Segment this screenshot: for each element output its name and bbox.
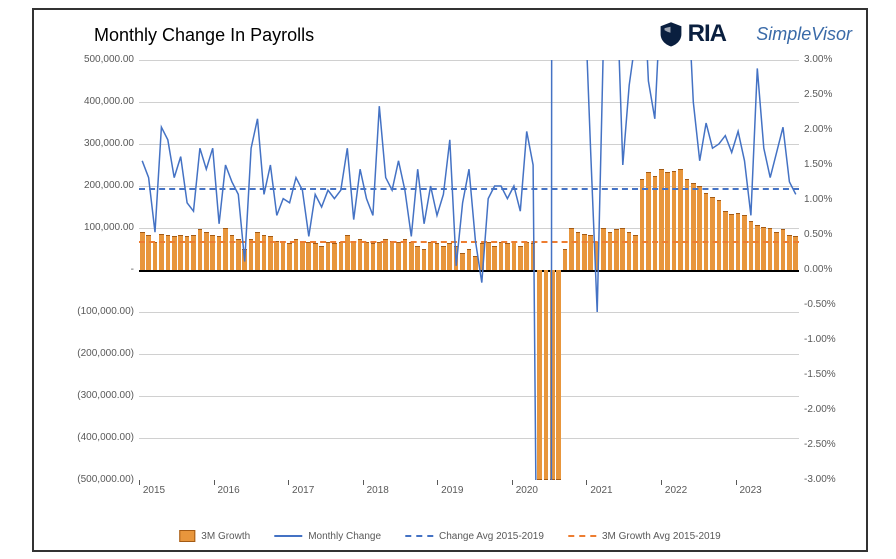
- x-tick-label: 2023: [731, 485, 771, 496]
- y-left-tick-label: -: [64, 264, 134, 275]
- legend-item-3m-growth: 3M Growth: [179, 530, 250, 542]
- chart-frame: Monthly Change In Payrolls RIA SimpleVis…: [32, 8, 868, 552]
- swatch-icon: [274, 535, 302, 537]
- x-tick-label: 2022: [656, 485, 696, 496]
- legend-label: Change Avg 2015-2019: [439, 531, 544, 542]
- y-left-tick-label: (400,000.00): [64, 432, 134, 443]
- y-left-tick-label: 300,000.00: [64, 138, 134, 149]
- y-right-tick-label: 0.50%: [804, 229, 854, 240]
- plot-area: (500,000.00)(400,000.00)(300,000.00)(200…: [139, 60, 799, 480]
- y-left-tick-label: (500,000.00): [64, 474, 134, 485]
- x-tick-label: 2021: [581, 485, 621, 496]
- x-tick-label: 2017: [283, 485, 323, 496]
- y-left-tick-label: (100,000.00): [64, 306, 134, 317]
- y-left-tick-label: 500,000.00: [64, 54, 134, 65]
- y-right-tick-label: -1.00%: [804, 334, 854, 345]
- monthly-change-line: [139, 60, 799, 480]
- y-right-tick-label: -2.00%: [804, 404, 854, 415]
- legend-label: Monthly Change: [308, 531, 381, 542]
- y-right-tick-label: 2.00%: [804, 124, 854, 135]
- shield-icon: [658, 21, 684, 47]
- x-tick-label: 2019: [432, 485, 472, 496]
- legend: 3M Growth Monthly Change Change Avg 2015…: [179, 530, 720, 542]
- x-tick-label: 2015: [134, 485, 174, 496]
- ria-logo: RIA: [658, 20, 726, 48]
- y-right-tick-label: 1.50%: [804, 159, 854, 170]
- chart-title: Monthly Change In Payrolls: [94, 25, 314, 46]
- y-left-tick-label: 100,000.00: [64, 222, 134, 233]
- ria-text: RIA: [688, 20, 726, 48]
- y-left-tick-label: (200,000.00): [64, 348, 134, 359]
- legend-label: 3M Growth Avg 2015-2019: [602, 531, 721, 542]
- swatch-icon: [405, 535, 433, 537]
- y-left-tick-label: 200,000.00: [64, 180, 134, 191]
- y-right-tick-label: 3.00%: [804, 54, 854, 65]
- legend-label: 3M Growth: [201, 531, 250, 542]
- simplevisor-text: SimpleVisor: [756, 24, 852, 45]
- y-right-tick-label: 2.50%: [804, 89, 854, 100]
- x-tick-label: 2016: [209, 485, 249, 496]
- y-right-tick-label: -1.50%: [804, 369, 854, 380]
- swatch-icon: [568, 535, 596, 537]
- y-right-tick-label: 1.00%: [804, 194, 854, 205]
- y-right-tick-label: -3.00%: [804, 474, 854, 485]
- swatch-icon: [179, 530, 195, 542]
- y-left-tick-label: 400,000.00: [64, 96, 134, 107]
- legend-item-growth-avg: 3M Growth Avg 2015-2019: [568, 531, 721, 542]
- y-left-tick-label: (300,000.00): [64, 390, 134, 401]
- legend-item-change-avg: Change Avg 2015-2019: [405, 531, 544, 542]
- x-tick-label: 2020: [507, 485, 547, 496]
- y-right-tick-label: -0.50%: [804, 299, 854, 310]
- plot-clip: [139, 60, 799, 480]
- y-right-tick-label: -2.50%: [804, 439, 854, 450]
- legend-item-monthly-change: Monthly Change: [274, 531, 381, 542]
- x-tick-label: 2018: [358, 485, 398, 496]
- y-right-tick-label: 0.00%: [804, 264, 854, 275]
